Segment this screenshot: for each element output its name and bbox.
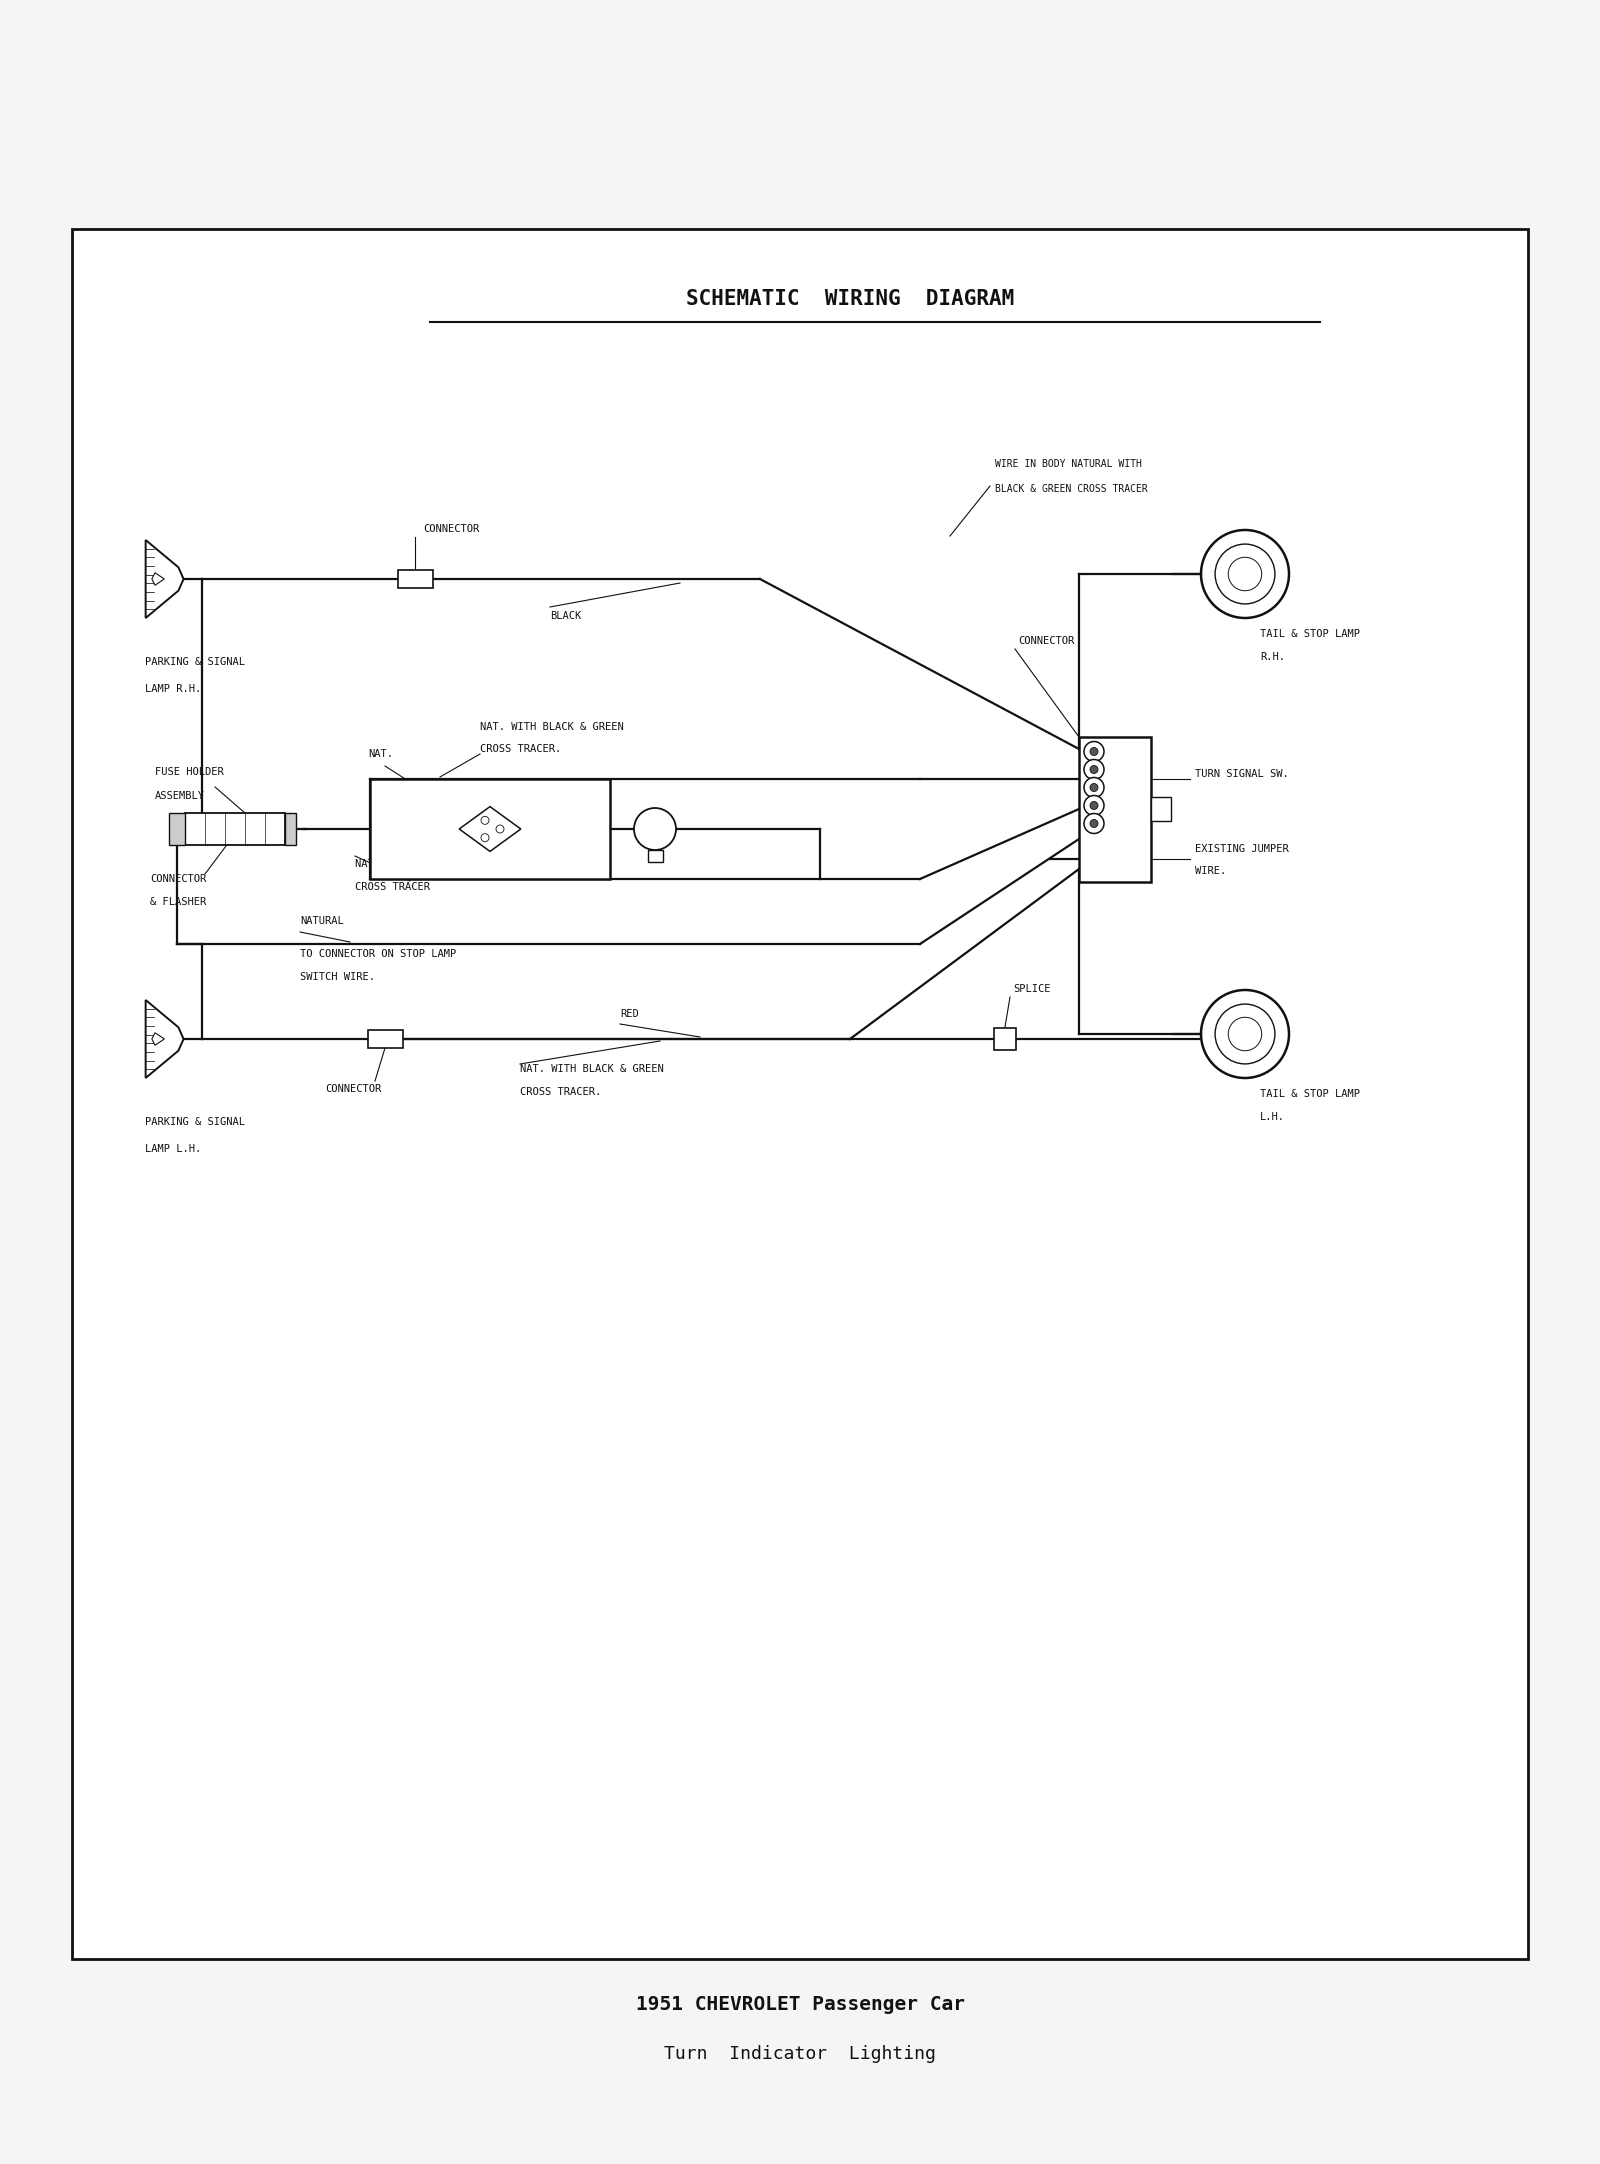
Circle shape — [1085, 814, 1104, 833]
Circle shape — [1090, 820, 1098, 827]
Text: TAIL & STOP LAMP: TAIL & STOP LAMP — [1261, 1088, 1360, 1099]
Text: BLACK & GREEN CROSS TRACER: BLACK & GREEN CROSS TRACER — [995, 485, 1147, 493]
Polygon shape — [152, 1032, 165, 1045]
Circle shape — [1085, 742, 1104, 762]
Bar — [370, 779, 610, 879]
Text: WIRE.: WIRE. — [1195, 866, 1226, 876]
Circle shape — [482, 816, 490, 824]
Text: CONNECTOR: CONNECTOR — [150, 874, 206, 885]
Polygon shape — [146, 1000, 184, 1078]
Text: PARKING & SIGNAL: PARKING & SIGNAL — [146, 658, 245, 667]
Polygon shape — [152, 573, 165, 584]
Text: LAMP L.H.: LAMP L.H. — [146, 1145, 202, 1153]
Text: PARKING & SIGNAL: PARKING & SIGNAL — [146, 1117, 245, 1127]
Circle shape — [496, 824, 504, 833]
Text: SCHEMATIC  WIRING  DIAGRAM: SCHEMATIC WIRING DIAGRAM — [686, 290, 1014, 309]
Bar — [285, 814, 296, 844]
Text: CONNECTOR: CONNECTOR — [1018, 636, 1074, 647]
Text: RED: RED — [621, 1008, 638, 1019]
Circle shape — [482, 833, 490, 842]
Bar — [368, 1030, 403, 1047]
Text: Turn  Indicator  Lighting: Turn Indicator Lighting — [664, 2045, 936, 2062]
Circle shape — [1090, 783, 1098, 792]
Circle shape — [1229, 558, 1262, 591]
Text: INDICATOR  BULB: INDICATOR BULB — [448, 833, 542, 844]
Circle shape — [634, 807, 675, 850]
Bar — [994, 1028, 1016, 1050]
Text: LAMP R.H.: LAMP R.H. — [146, 684, 202, 695]
Bar — [1078, 736, 1150, 881]
Circle shape — [1090, 747, 1098, 755]
Circle shape — [1090, 766, 1098, 773]
Circle shape — [1085, 760, 1104, 779]
Circle shape — [1202, 989, 1290, 1078]
Bar — [648, 850, 662, 861]
Text: NAT. WITH BLACK & GREEN: NAT. WITH BLACK & GREEN — [480, 723, 624, 731]
Text: L.H.: L.H. — [1261, 1112, 1285, 1121]
Text: ASSEMBLY: ASSEMBLY — [155, 792, 205, 801]
Circle shape — [1202, 530, 1290, 619]
Text: CROSS TRACER.: CROSS TRACER. — [520, 1086, 602, 1097]
Bar — [1150, 796, 1171, 820]
Text: 1951 CHEVROLET Passenger Car: 1951 CHEVROLET Passenger Car — [635, 1995, 965, 2013]
Text: TAIL & STOP LAMP: TAIL & STOP LAMP — [1261, 630, 1360, 638]
Text: FUSE HOLDER: FUSE HOLDER — [155, 766, 224, 777]
Bar — [186, 814, 285, 844]
Text: CONNECTOR: CONNECTOR — [422, 524, 480, 535]
Circle shape — [1085, 777, 1104, 799]
Text: WIRE IN BODY NATURAL WITH: WIRE IN BODY NATURAL WITH — [995, 459, 1142, 470]
Circle shape — [1214, 543, 1275, 604]
Bar — [170, 814, 186, 844]
Text: & FLASHER: & FLASHER — [150, 898, 206, 907]
Polygon shape — [146, 541, 184, 619]
Text: EXISTING JUMPER: EXISTING JUMPER — [1195, 844, 1288, 855]
Circle shape — [1214, 1004, 1275, 1065]
Bar — [397, 569, 432, 589]
Text: R.H.: R.H. — [1261, 651, 1285, 662]
Text: NAT. WITH BLACK & GREEN: NAT. WITH BLACK & GREEN — [520, 1065, 664, 1073]
Text: CROSS TRACER: CROSS TRACER — [355, 883, 430, 892]
Text: SPLICE: SPLICE — [1013, 985, 1051, 993]
Text: SWITCH WIRE.: SWITCH WIRE. — [301, 972, 374, 982]
Text: NAT WITH BLACK & RED: NAT WITH BLACK & RED — [355, 859, 480, 870]
Bar — [72, 229, 1528, 1958]
Text: CONNECTOR: CONNECTOR — [325, 1084, 381, 1095]
Text: TO CONNECTOR ON STOP LAMP: TO CONNECTOR ON STOP LAMP — [301, 950, 456, 959]
Text: NATURAL: NATURAL — [301, 915, 344, 926]
Circle shape — [1090, 801, 1098, 809]
Polygon shape — [459, 807, 522, 850]
Text: CROSS TRACER.: CROSS TRACER. — [480, 744, 562, 753]
Circle shape — [1229, 1017, 1262, 1052]
Text: TURN SIGNAL SW.: TURN SIGNAL SW. — [1195, 768, 1288, 779]
Text: BLACK: BLACK — [550, 610, 581, 621]
Text: NAT.: NAT. — [368, 749, 394, 760]
Circle shape — [1085, 796, 1104, 816]
